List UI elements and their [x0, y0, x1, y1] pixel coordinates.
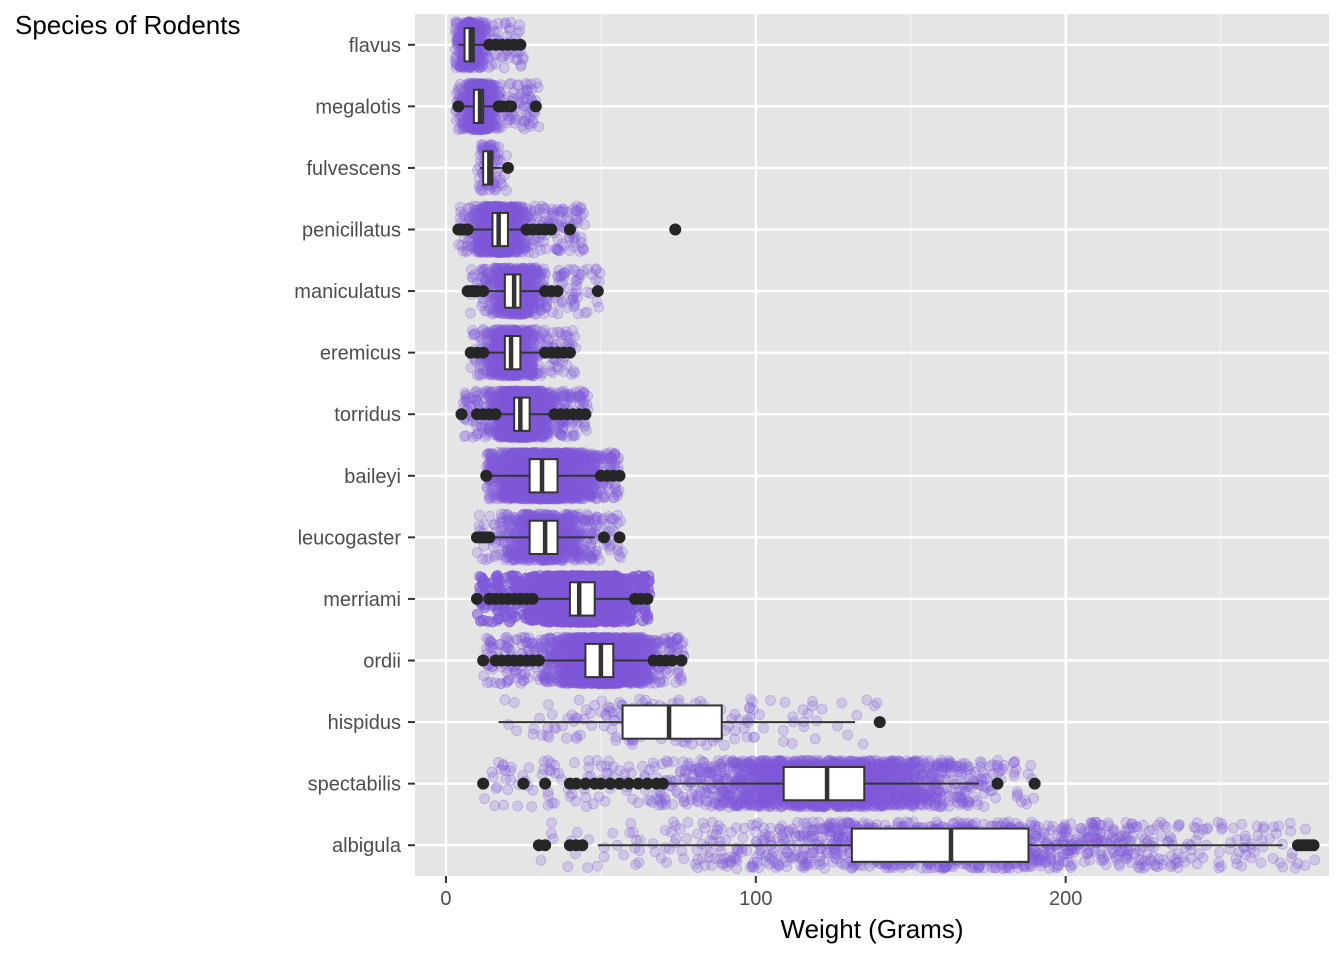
jitter-point	[483, 90, 495, 102]
jitter-point	[497, 180, 509, 191]
jitter-point	[498, 62, 510, 74]
jitter-point	[519, 240, 530, 252]
jitter-point	[534, 335, 545, 347]
jitter-point	[514, 25, 526, 37]
jitter-point	[471, 369, 483, 381]
jitter-point	[568, 365, 579, 377]
jitter-point	[467, 324, 478, 336]
jitter-point	[492, 17, 504, 29]
jitter-point	[570, 287, 582, 299]
jitter-point	[485, 327, 497, 339]
jitter-point	[524, 351, 536, 363]
jitter-point	[551, 361, 563, 373]
jitter-point	[462, 240, 473, 252]
jitter-point	[455, 61, 467, 73]
jitter-point	[465, 61, 477, 73]
jitter-point	[505, 16, 517, 28]
jitter-point	[571, 213, 583, 225]
jitter-point	[519, 291, 531, 303]
jitter-point	[586, 268, 598, 280]
jitter-point	[457, 59, 469, 71]
jitter-point	[459, 121, 471, 133]
jitter-point	[581, 286, 593, 298]
jitter-point	[509, 111, 521, 123]
jitter-point	[463, 85, 475, 96]
jitter-point	[558, 267, 570, 278]
jitter-point	[475, 52, 487, 63]
jitter-point	[492, 338, 504, 350]
jitter-point	[477, 334, 489, 346]
jitter-point	[481, 51, 493, 62]
jitter-point	[474, 62, 485, 73]
jitter-point	[532, 236, 544, 248]
jitter-point	[551, 243, 563, 255]
jitter-point	[521, 85, 532, 96]
jitter-point	[511, 80, 523, 91]
jitter-point	[528, 247, 540, 259]
jitter-point	[564, 245, 576, 257]
jitter-point	[519, 123, 530, 135]
jitter-point	[552, 233, 564, 245]
jitter-point	[462, 16, 474, 28]
jitter-point	[449, 55, 461, 67]
plot-panel	[415, 14, 1329, 876]
jitter-point	[475, 32, 487, 43]
jitter-point	[478, 50, 490, 62]
jitter-point	[552, 308, 564, 320]
jitter-point	[472, 213, 484, 225]
jitter-point	[562, 212, 574, 224]
jitter-point	[560, 326, 572, 338]
jitter-point	[486, 59, 497, 71]
jitter-point	[538, 263, 550, 275]
jitter-point	[474, 59, 486, 71]
jitter-point	[475, 29, 487, 41]
jitter-point	[488, 200, 500, 212]
jitter-point	[570, 274, 582, 286]
jitter-point	[581, 306, 593, 318]
jitter-point	[492, 148, 504, 159]
jitter-point	[575, 203, 586, 215]
jitter-point	[452, 35, 463, 47]
jitter-point	[525, 367, 536, 379]
jitter-point	[490, 49, 501, 61]
jitter-point	[458, 62, 470, 74]
jitter-point	[465, 307, 476, 319]
jitter-point	[591, 296, 603, 308]
jitter-point	[468, 62, 480, 74]
jitter-point	[575, 236, 587, 248]
jitter-point	[529, 268, 540, 280]
jitter-point	[475, 139, 487, 151]
jitter-point	[489, 80, 501, 91]
jitter-point	[483, 61, 495, 73]
jitter-point	[486, 362, 498, 374]
jitter-point	[548, 206, 560, 218]
jitter-point	[478, 30, 490, 41]
